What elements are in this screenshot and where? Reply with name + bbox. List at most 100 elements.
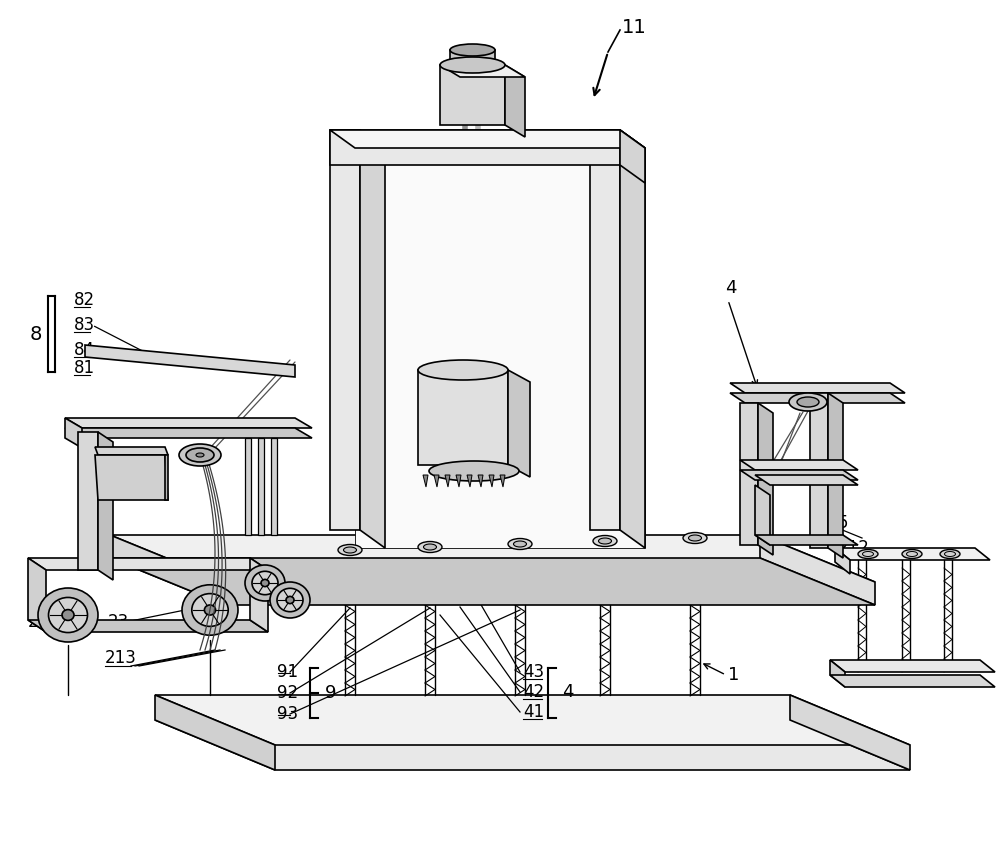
Polygon shape bbox=[740, 460, 858, 470]
Ellipse shape bbox=[598, 538, 612, 544]
Text: 212: 212 bbox=[838, 539, 870, 557]
Polygon shape bbox=[258, 438, 264, 535]
Ellipse shape bbox=[192, 593, 228, 626]
Ellipse shape bbox=[196, 453, 204, 457]
Ellipse shape bbox=[252, 572, 278, 594]
Polygon shape bbox=[505, 65, 525, 137]
Text: 4: 4 bbox=[562, 683, 574, 701]
Ellipse shape bbox=[450, 44, 495, 56]
Polygon shape bbox=[423, 475, 428, 487]
Text: 1: 1 bbox=[728, 666, 739, 684]
Polygon shape bbox=[755, 535, 858, 545]
Polygon shape bbox=[489, 475, 494, 487]
Ellipse shape bbox=[688, 535, 702, 541]
Polygon shape bbox=[467, 475, 472, 487]
Ellipse shape bbox=[245, 565, 285, 601]
Ellipse shape bbox=[204, 605, 216, 615]
Ellipse shape bbox=[418, 360, 508, 380]
Ellipse shape bbox=[424, 544, 437, 550]
Polygon shape bbox=[508, 370, 530, 477]
Polygon shape bbox=[830, 660, 845, 687]
Text: 93: 93 bbox=[277, 705, 298, 723]
Text: 21: 21 bbox=[28, 613, 49, 631]
Polygon shape bbox=[28, 558, 268, 570]
Polygon shape bbox=[65, 418, 82, 448]
Ellipse shape bbox=[940, 550, 960, 559]
Ellipse shape bbox=[508, 539, 532, 550]
Polygon shape bbox=[28, 558, 46, 632]
Polygon shape bbox=[65, 428, 312, 438]
Polygon shape bbox=[165, 455, 168, 500]
Polygon shape bbox=[95, 447, 168, 455]
Ellipse shape bbox=[62, 609, 74, 620]
Ellipse shape bbox=[683, 533, 707, 544]
Text: 84: 84 bbox=[74, 341, 95, 359]
Polygon shape bbox=[155, 720, 910, 770]
Polygon shape bbox=[330, 130, 645, 148]
Polygon shape bbox=[810, 393, 828, 548]
Polygon shape bbox=[478, 475, 483, 487]
Polygon shape bbox=[620, 130, 645, 183]
Polygon shape bbox=[730, 383, 905, 393]
Polygon shape bbox=[730, 393, 905, 403]
Polygon shape bbox=[830, 660, 995, 672]
Polygon shape bbox=[271, 438, 277, 535]
Polygon shape bbox=[590, 130, 620, 530]
Ellipse shape bbox=[261, 579, 269, 587]
Ellipse shape bbox=[338, 545, 362, 556]
Polygon shape bbox=[418, 370, 508, 465]
Ellipse shape bbox=[789, 393, 827, 411]
Polygon shape bbox=[245, 438, 251, 535]
Text: 5: 5 bbox=[838, 514, 848, 532]
Polygon shape bbox=[456, 475, 461, 487]
Ellipse shape bbox=[797, 397, 819, 407]
Polygon shape bbox=[445, 475, 450, 487]
Text: 83: 83 bbox=[74, 316, 95, 334]
Polygon shape bbox=[95, 455, 168, 500]
Text: 81: 81 bbox=[74, 359, 95, 377]
Polygon shape bbox=[110, 558, 875, 605]
Polygon shape bbox=[330, 130, 620, 165]
Polygon shape bbox=[740, 470, 858, 480]
Ellipse shape bbox=[514, 541, 526, 547]
Text: 42: 42 bbox=[523, 683, 544, 701]
Text: 8: 8 bbox=[30, 325, 42, 343]
Ellipse shape bbox=[286, 596, 294, 604]
Ellipse shape bbox=[344, 547, 357, 553]
Ellipse shape bbox=[418, 541, 442, 552]
Ellipse shape bbox=[38, 588, 98, 642]
Polygon shape bbox=[590, 130, 645, 148]
Polygon shape bbox=[755, 485, 770, 545]
Ellipse shape bbox=[429, 461, 519, 481]
Polygon shape bbox=[434, 475, 439, 487]
Polygon shape bbox=[830, 675, 995, 687]
Ellipse shape bbox=[858, 550, 878, 559]
Polygon shape bbox=[755, 475, 858, 485]
Polygon shape bbox=[760, 535, 875, 605]
Ellipse shape bbox=[902, 550, 922, 559]
Polygon shape bbox=[65, 418, 312, 428]
Ellipse shape bbox=[186, 448, 214, 462]
Polygon shape bbox=[440, 65, 505, 125]
Text: 41: 41 bbox=[523, 703, 544, 721]
Ellipse shape bbox=[593, 535, 617, 546]
Text: 4: 4 bbox=[725, 279, 736, 297]
Polygon shape bbox=[790, 695, 910, 770]
Text: 9: 9 bbox=[325, 684, 337, 702]
Text: 11: 11 bbox=[622, 18, 647, 36]
Polygon shape bbox=[85, 345, 295, 377]
Polygon shape bbox=[330, 130, 385, 148]
Polygon shape bbox=[500, 475, 505, 487]
Text: 43: 43 bbox=[523, 663, 544, 681]
Text: 91: 91 bbox=[277, 663, 298, 681]
Polygon shape bbox=[450, 50, 495, 65]
Polygon shape bbox=[98, 432, 113, 580]
Text: 82: 82 bbox=[74, 291, 95, 309]
Polygon shape bbox=[28, 620, 268, 632]
Polygon shape bbox=[355, 148, 645, 548]
Polygon shape bbox=[740, 403, 758, 545]
Polygon shape bbox=[758, 403, 773, 555]
Polygon shape bbox=[110, 535, 875, 582]
Polygon shape bbox=[360, 130, 385, 548]
Polygon shape bbox=[155, 695, 910, 745]
